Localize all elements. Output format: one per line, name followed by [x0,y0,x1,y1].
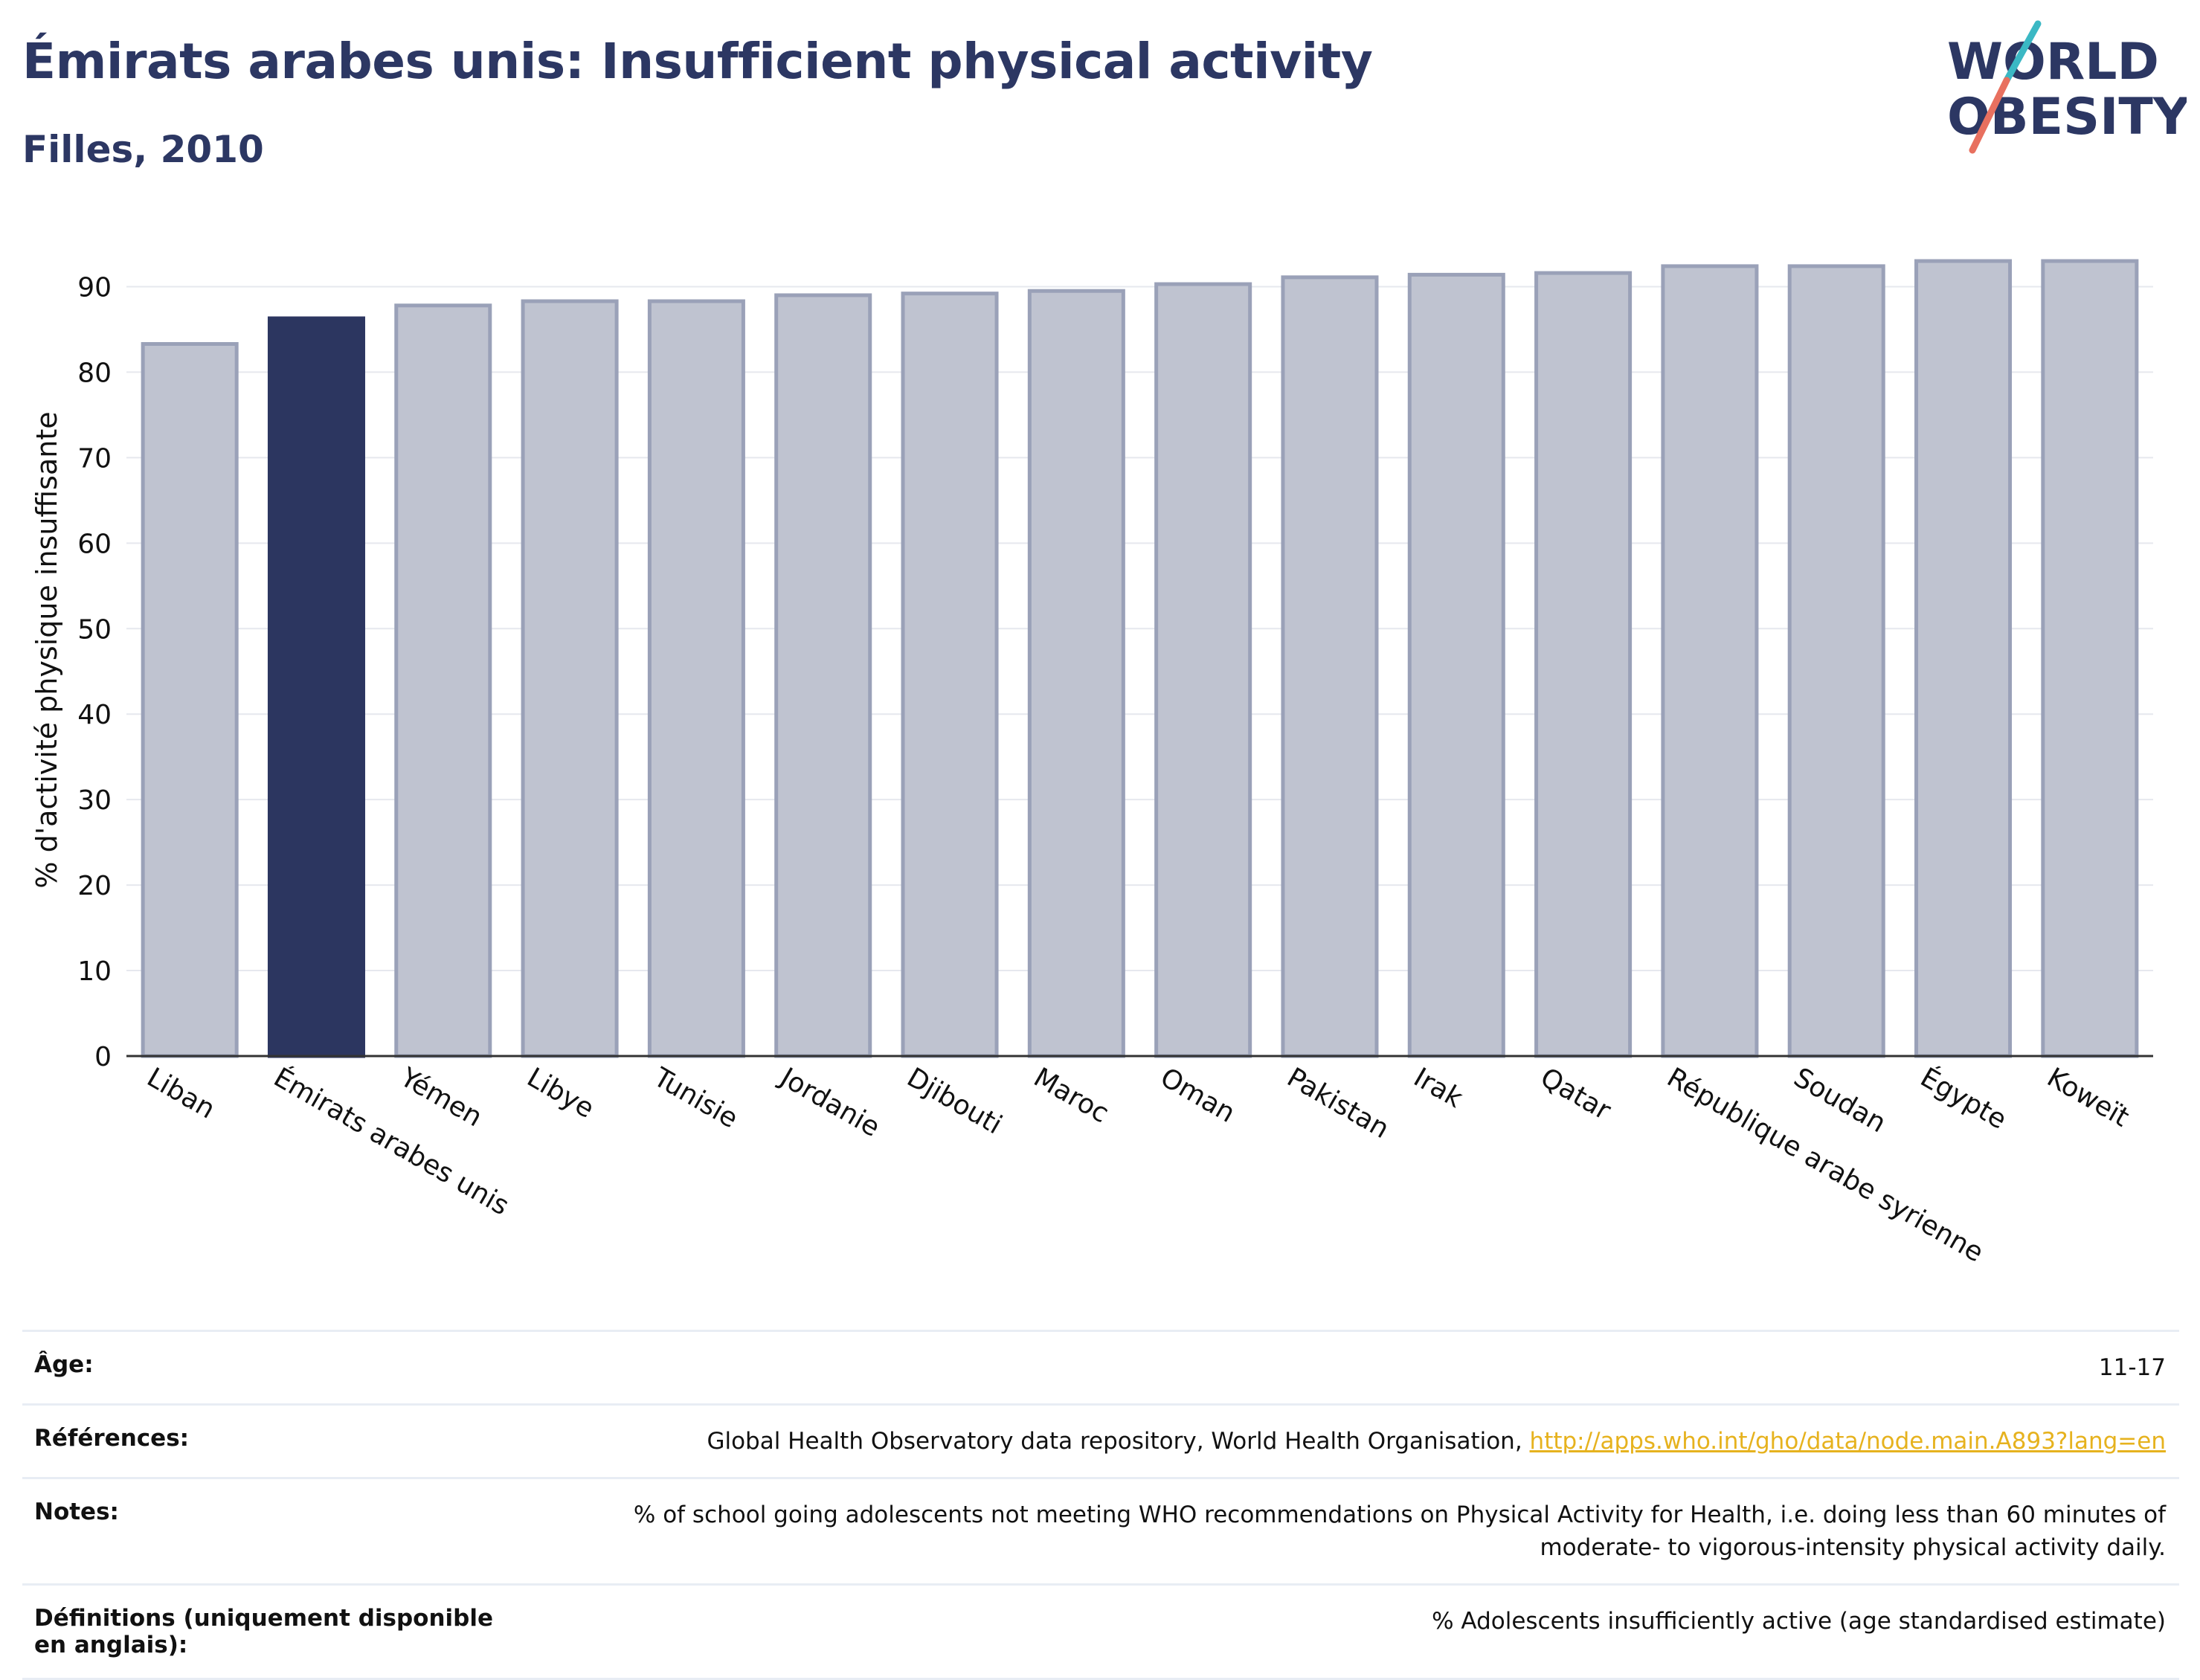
y-tick-label: 0 [94,1042,112,1072]
x-tick-label: Qatar [1535,1062,1615,1126]
bar[interactable] [2041,259,2139,1058]
bar[interactable] [1914,259,2013,1058]
info-row-age: Âge: 11-17 [22,1330,2179,1405]
bar[interactable] [1281,275,1379,1058]
y-axis-title: % d'activité physique insuffisante [30,411,63,888]
y-tick-label: 10 [77,956,112,987]
logo-slash-teal [2003,20,2042,84]
definitions-label: Définitions (uniquement disponible en an… [22,1583,538,1680]
y-tick-label: 50 [77,614,112,645]
bar[interactable] [1154,282,1252,1058]
bar[interactable] [521,299,619,1058]
y-axis-ticks: 0 10 20 30 40 50 60 70 80 90 [77,272,112,1072]
x-tick-label: Maroc [1029,1062,1114,1129]
page-subtitle: Filles, 2010 [22,128,264,171]
notes-value: % of school going adolescents not meetin… [538,1477,2179,1585]
x-tick-label: Émirats arabes unis [268,1061,515,1221]
info-table: Âge: 11-17 Références: Global Health Obs… [22,1330,2179,1680]
references-text: Global Health Observatory data repositor… [707,1428,1530,1455]
x-tick-label: Tunisie [648,1062,743,1135]
bar[interactable] [901,292,999,1058]
y-tick-label: 70 [77,443,112,474]
bar[interactable] [1661,264,1759,1058]
x-tick-label: Liban [142,1062,220,1124]
info-row-notes: Notes: % of school going adolescents not… [22,1477,2179,1585]
y-tick-label: 90 [77,272,112,303]
world-obesity-logo: WORLD OBESITY [1947,20,2187,154]
x-tick-label: Irak [1409,1062,1468,1114]
info-row-definitions: Définitions (uniquement disponible en an… [22,1583,2179,1680]
references-link[interactable]: http://apps.who.int/gho/data/node.main.A… [1529,1428,2166,1455]
definitions-value: % Adolescents insufficiently active (age… [538,1583,2179,1680]
bar[interactable] [267,316,365,1058]
logo-slash-coral [1969,77,2010,154]
y-tick-label: 20 [77,871,112,901]
bar[interactable] [1027,289,1125,1058]
logo-line-1: WORLD [1947,33,2159,91]
y-tick-label: 80 [77,358,112,388]
x-tick-label: Koweït [2042,1062,2134,1133]
notes-line-2: moderate- to vigorous-intensity physical… [1540,1534,2166,1561]
bar[interactable] [141,341,239,1058]
bar[interactable] [394,303,492,1058]
bar[interactable] [647,299,745,1058]
age-label: Âge: [22,1330,538,1405]
y-tick-label: 30 [77,785,112,816]
age-value: 11-17 [538,1330,2179,1405]
x-tick-label: Soudan [1789,1062,1891,1139]
y-tick-label: 60 [77,529,112,559]
bar[interactable] [1787,264,1885,1058]
references-value: Global Health Observatory data repositor… [538,1403,2179,1478]
bar[interactable] [774,293,872,1058]
references-label: Références: [22,1403,538,1478]
page-title: Émirats arabes unis: Insufficient physic… [22,33,1373,90]
info-row-references: Références: Global Health Observatory da… [22,1403,2179,1478]
x-tick-label: Djibouti [902,1062,1007,1140]
x-tick-label: Pakistan [1281,1062,1394,1145]
bar[interactable] [1407,272,1505,1058]
x-tick-label: Jordanie [773,1061,884,1143]
bar-chart: 0 10 20 30 40 50 60 70 80 90 Liban Émirats arabes … [30,259,2153,1269]
notes-label: Notes: [22,1477,538,1585]
bar[interactable] [1534,271,1633,1058]
x-tick-label: Égypte [1915,1061,2012,1135]
x-tick-label: Libye [522,1062,599,1124]
bars [141,259,2139,1058]
x-tick-label: Yémen [394,1062,487,1133]
notes-line-1: % of school going adolescents not meetin… [633,1502,2166,1528]
y-tick-label: 40 [77,700,112,730]
x-tick-label: Oman [1155,1062,1240,1129]
